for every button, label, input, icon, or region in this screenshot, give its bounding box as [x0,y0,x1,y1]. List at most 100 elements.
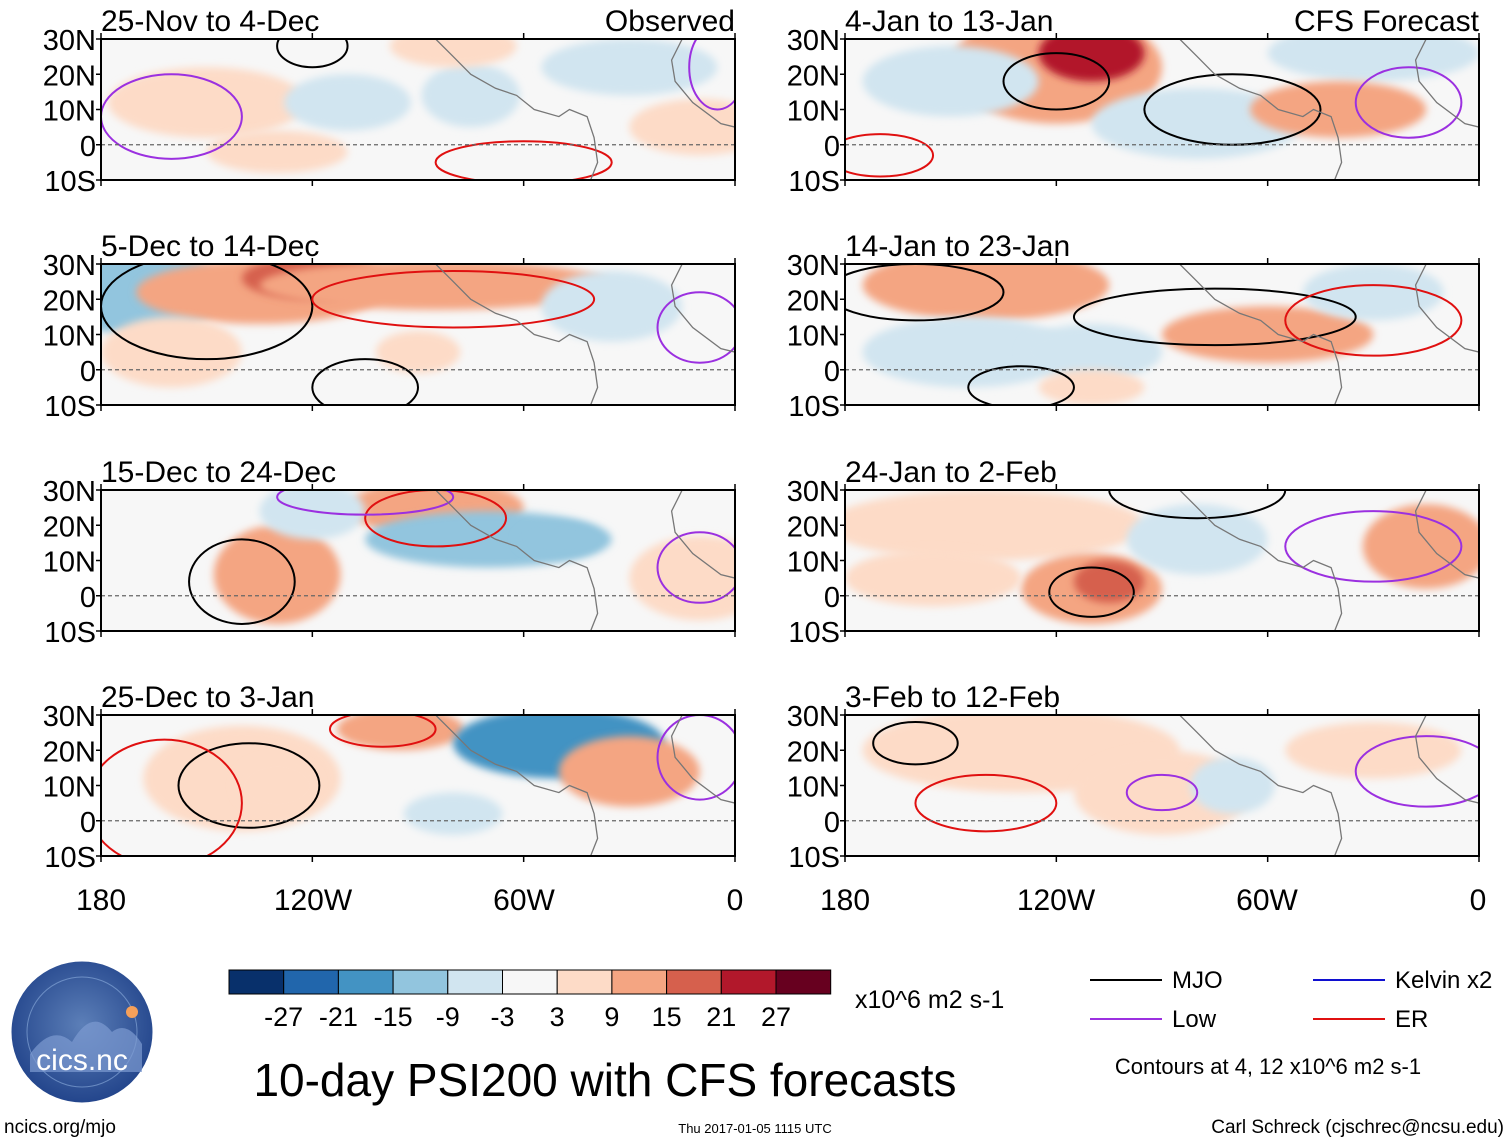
psi-field [845,39,1479,180]
africa-coastline [670,264,735,353]
y-tick-label: 30N [787,25,840,57]
x-tick-60w: 60W [493,884,555,917]
psi-field [188,490,735,631]
colorbar-swatch [337,969,394,995]
anomaly-area [1285,722,1462,779]
low-contour [1284,510,1463,583]
anomaly-area [845,549,1022,607]
americas-coastline [1179,715,1343,856]
anomaly-area [389,39,517,68]
y-tick-label: 20N [43,60,96,92]
mjo-contour [1002,52,1111,111]
y-tick-label: 10S [788,391,840,423]
anomaly-area [1362,504,1479,589]
y-tick-label: 0 [80,131,96,163]
y-tick-label: 10S [44,391,96,423]
low-contour [656,531,735,604]
panel-date-label: 3-Feb to 12-Feb [845,681,1060,714]
anomaly-area [862,46,1039,117]
colorbar-units: x10^6 m2 s-1 [855,986,1004,1014]
y-tick-label: 10N [43,772,96,804]
colorbar-swatch [611,969,668,995]
y-tick-label: 0 [824,807,840,839]
mjo-contour [872,721,959,766]
colorbar-swatch [720,969,777,995]
low-contour [688,39,735,111]
y-tick-label: 20N [43,511,96,543]
y-tick-label: 10S [788,842,840,874]
y-tick-label: 20N [787,60,840,92]
anomaly-area [403,792,503,835]
x-axis-left: 180 120W 60W 0 [76,884,743,917]
colorbar-swatch [502,969,558,995]
mjo-contour [276,39,349,69]
y-tick-label: 10S [788,166,840,198]
colorbar-label: -27 [264,1002,303,1032]
colorbar-label: -3 [490,1002,514,1032]
y-tick-label: 10N [787,547,840,579]
africa-coastline [1414,715,1479,804]
y-tick-label: 10N [43,547,96,579]
africa-coastline [1414,39,1479,128]
anomaly-area [213,525,341,624]
y-tick-label: 0 [824,582,840,614]
mjo-contour [188,538,296,625]
y-tick-label: 0 [824,131,840,163]
timestamp: Thu 2017-01-05 1115 UTC [678,1121,831,1136]
anomaly-area [862,264,1110,321]
x-axis-right: 180 120W 60W 0 [820,884,1486,917]
er-contour [914,773,1058,833]
panel-date-label: 4-Jan to 13-Jan [845,5,1053,38]
x-tick-180: 180 [820,884,870,917]
panel-date-label: 25-Dec to 3-Jan [101,681,314,714]
panel-source-tag: Observed [605,5,735,38]
x-tick-0: 0 [727,884,744,917]
anomaly-area [629,535,735,621]
source-url: ncics.org/mjo [4,1117,116,1138]
y-tick-label: 10N [43,96,96,128]
colorbar-label: -21 [319,1002,358,1032]
anomaly-area [259,490,366,540]
colorbar-swatch [775,969,832,995]
legend-label: MJO [1172,967,1223,994]
low-contour [1354,735,1479,808]
y-tick-label: 30N [787,250,840,282]
legend-label: Low [1172,1006,1217,1033]
mjo-contour [1048,566,1135,618]
mjo-contour [1108,490,1287,520]
y-tick-label: 30N [787,701,840,733]
x-tick-120w: 120W [274,884,353,917]
anomaly-area [284,74,411,131]
mjo-contour [101,264,314,361]
anomaly-area [1267,39,1479,82]
er-contour [101,738,243,856]
psi-field [101,39,735,180]
anomaly-area [1126,504,1268,575]
africa-coastline [1414,490,1479,579]
y-tick-label: 10S [44,617,96,649]
colorbar-label: 9 [604,1002,619,1032]
y-tick-label: 10N [43,321,96,353]
low-contour [101,73,243,160]
africa-coastline [670,39,735,128]
anomaly-area [541,39,718,96]
low-contour [1125,773,1199,812]
mjo-contour [1072,287,1357,347]
africa-coastline [1414,264,1479,353]
y-tick-label: 0 [80,356,96,388]
anomaly-area [375,330,461,374]
africa-coastline [670,490,735,579]
americas-coastline [435,490,599,631]
er-contour [311,270,596,329]
anomaly-area [516,521,602,557]
colorbar-label: 21 [706,1002,736,1032]
y-tick-label: 20N [43,736,96,768]
americas-coastline [435,264,599,405]
